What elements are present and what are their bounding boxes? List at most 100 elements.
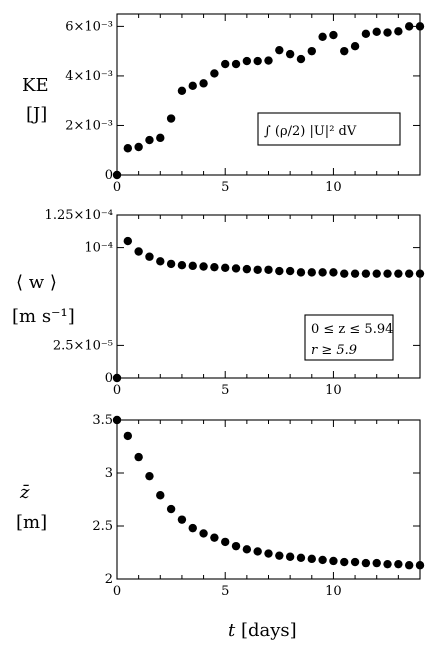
data-point <box>145 252 154 261</box>
data-point <box>242 264 252 274</box>
data-point <box>307 46 316 56</box>
data-point <box>394 559 403 569</box>
data-point <box>318 268 327 277</box>
data-point <box>177 515 187 524</box>
data-point <box>372 269 381 278</box>
data-point <box>253 56 262 66</box>
x-tick-label: 5 <box>221 383 229 398</box>
data-point <box>329 268 338 277</box>
data-point <box>318 555 327 565</box>
data-point <box>221 59 230 69</box>
data-point <box>350 269 360 278</box>
data-point <box>415 561 425 570</box>
data-point <box>307 554 316 564</box>
data-point <box>264 56 273 65</box>
data-point <box>394 27 403 36</box>
data-point <box>340 557 349 567</box>
data-point <box>166 504 176 514</box>
data-point <box>242 56 252 66</box>
x-tick-label: 10 <box>325 383 342 398</box>
xlabel-unit: [days] <box>235 620 296 641</box>
y-tick-label: 2.5×10⁻⁵ <box>53 338 113 353</box>
data-point <box>145 471 154 481</box>
annotation-box-2 <box>304 314 394 361</box>
x-tick-label: 10 <box>325 180 342 195</box>
annotation-r-range: r ≥ 5.9 <box>311 343 357 358</box>
data-point <box>156 133 165 143</box>
ylabel-z: z̄ <box>19 482 30 503</box>
data-point <box>145 135 154 145</box>
data-point <box>156 257 165 266</box>
data-point <box>221 537 230 547</box>
data-point <box>404 561 414 570</box>
series-panel-3 <box>112 415 425 570</box>
data-point <box>134 142 143 152</box>
data-point <box>329 556 338 566</box>
data-point <box>188 81 197 91</box>
data-point <box>166 114 176 123</box>
x-tick-label: 5 <box>221 180 229 195</box>
data-point <box>350 557 360 567</box>
data-point <box>372 558 381 568</box>
data-point <box>285 49 295 59</box>
data-point <box>123 236 133 246</box>
y-tick-label: 2.5 <box>92 519 113 534</box>
data-point <box>285 266 295 276</box>
ylabel-z-unit: [m] <box>16 512 47 533</box>
ylabel-w: ⟨ w ⟩ <box>16 272 57 293</box>
y-tick-label: 10⁻⁴ <box>84 241 113 256</box>
data-point <box>361 29 371 39</box>
data-point <box>415 22 425 31</box>
y-tick-label: 0 <box>105 168 113 183</box>
data-point <box>253 547 262 556</box>
y-tick-label: 6×10⁻³ <box>65 19 113 34</box>
data-point <box>285 552 295 561</box>
data-point <box>221 263 230 273</box>
data-point <box>123 431 133 441</box>
data-point <box>156 491 165 500</box>
panel-mean-w: ⟨ w ⟩ [m s⁻¹] 0 5 10 0 2.5×10⁻⁵ 10⁻⁴ 1.25×10⁻⁴… <box>12 208 425 398</box>
data-point <box>383 269 392 278</box>
x-tick-label: 0 <box>113 180 121 195</box>
data-point <box>394 269 403 278</box>
data-point <box>231 59 241 69</box>
data-point <box>199 262 208 271</box>
data-point <box>177 86 187 95</box>
data-point <box>361 269 371 278</box>
data-point <box>404 22 414 31</box>
y-tick-label: 3.5 <box>92 413 113 428</box>
data-point <box>296 553 306 562</box>
series-panel-1 <box>112 22 425 180</box>
data-point <box>275 45 284 55</box>
data-point <box>264 265 273 274</box>
data-point <box>361 558 371 568</box>
data-point <box>275 551 284 560</box>
data-point <box>134 247 143 256</box>
data-point <box>253 265 262 274</box>
x-tick-label: 0 <box>113 584 121 599</box>
data-point <box>231 264 241 273</box>
data-point <box>112 170 122 180</box>
ylabel-w-unit: [m s⁻¹] <box>12 306 75 327</box>
data-point <box>340 46 349 56</box>
data-point <box>307 268 316 277</box>
data-point <box>199 529 208 538</box>
data-point <box>296 54 306 64</box>
data-point <box>210 533 219 542</box>
y-tick-label: 2 <box>105 572 113 587</box>
panel-kinetic-energy: KE [J] 0 5 10 0 2×10⁻³ 4×10⁻³ 6×10⁻³ ∫ (ρ/2) |… <box>22 13 425 195</box>
data-point <box>415 269 425 278</box>
y-tick-label: 0 <box>105 371 113 386</box>
data-point <box>372 27 381 37</box>
data-point <box>210 262 219 272</box>
y-tick-label: 3 <box>105 466 113 481</box>
y-tick-label: 2×10⁻³ <box>65 118 113 133</box>
data-point <box>188 523 197 533</box>
data-point <box>340 269 349 278</box>
annotation-integral: ∫ (ρ/2) |U|² dV <box>264 124 357 139</box>
data-point <box>404 269 414 278</box>
xlabel-var: t <box>228 620 236 641</box>
data-point <box>275 266 284 276</box>
data-point <box>210 69 219 78</box>
data-point <box>112 373 122 383</box>
